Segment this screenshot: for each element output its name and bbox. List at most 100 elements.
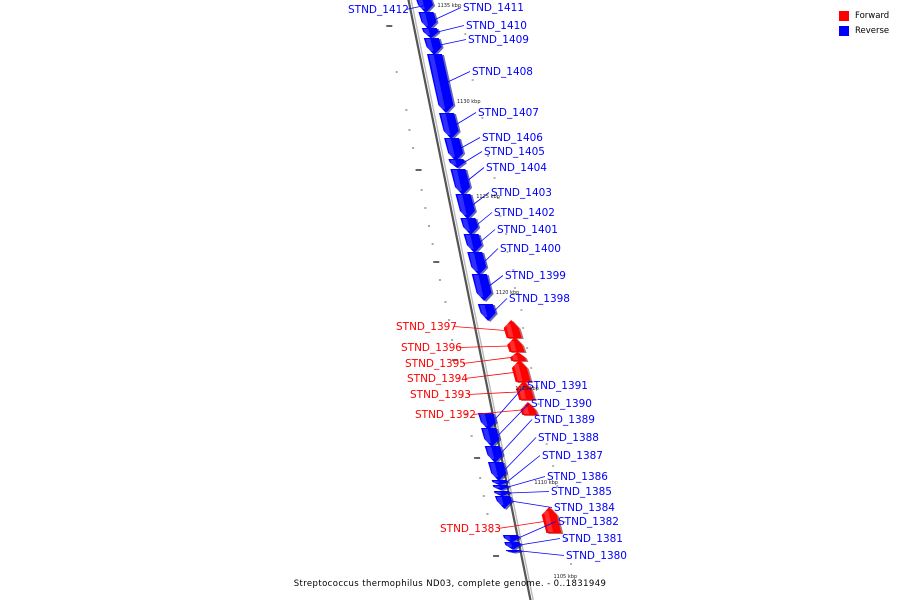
gene-block-stnd-1394[interactable]: [511, 360, 533, 383]
gene-block-stnd-1410[interactable]: [421, 28, 441, 40]
gene-block-stnd-1386[interactable]: [492, 485, 511, 492]
gene-label[interactable]: STND_1403: [491, 187, 552, 199]
gene-block-stnd-1402[interactable]: [460, 218, 481, 236]
gene-label[interactable]: STND_1408: [472, 66, 533, 78]
gene-label[interactable]: STND_1381: [562, 533, 623, 545]
gene-block-stnd-1392[interactable]: [520, 402, 540, 416]
gene-block-stnd-1399[interactable]: [471, 274, 494, 302]
gene-block-stnd-1400[interactable]: [467, 252, 489, 276]
gene-label[interactable]: STND_1401: [497, 224, 558, 236]
gene-block-stnd-1411[interactable]: [418, 12, 439, 31]
label-leader: [494, 385, 526, 421]
gene-block-stnd-1398[interactable]: [477, 304, 498, 322]
label-leader: [464, 372, 514, 379]
gene-gloss: [489, 463, 498, 477]
gene-arrow: [502, 535, 519, 543]
gene-label[interactable]: STND_1409: [468, 34, 529, 46]
gene-arrow: [516, 381, 535, 400]
gene-label[interactable]: STND_1399: [505, 270, 566, 282]
label-leader: [458, 345, 509, 348]
gene-arrow: [511, 360, 531, 382]
gene-block-stnd-1408[interactable]: [426, 54, 456, 114]
gene-arrow: [505, 550, 522, 553]
gene-block-stnd-1390[interactable]: [481, 428, 502, 448]
gene-arrow: [444, 138, 464, 161]
gene-arrow: [421, 28, 439, 39]
gene-gloss: [457, 195, 467, 215]
gene-gloss: [495, 492, 502, 494]
label-leader: [456, 112, 477, 125]
gene-label[interactable]: STND_1398: [509, 293, 570, 305]
gene-block-stnd-1397[interactable]: [503, 320, 524, 339]
gene-block-stnd-1405[interactable]: [448, 159, 467, 170]
gene-block-stnd-1407[interactable]: [438, 113, 461, 140]
gene-gloss: [504, 536, 511, 540]
gene-arrow: [467, 252, 487, 275]
gene-block-stnd-1385[interactable]: [493, 491, 512, 498]
gene-label[interactable]: STND_1388: [538, 432, 599, 444]
gene-label[interactable]: STND_1386: [547, 471, 608, 483]
gene-gloss: [462, 219, 470, 231]
gene-label[interactable]: STND_1393: [410, 389, 471, 401]
label-leader: [479, 229, 496, 243]
gene-block-stnd-1404[interactable]: [450, 169, 473, 196]
label-leader: [440, 39, 467, 46]
gene-block-stnd-1389[interactable]: [484, 446, 505, 464]
gene-block-stnd-1403[interactable]: [455, 194, 477, 220]
gene-label[interactable]: STND_1392: [415, 409, 476, 421]
gene-gloss: [479, 305, 488, 317]
gene-label[interactable]: STND_1405: [484, 146, 545, 158]
gene-block-stnd-1387[interactable]: [491, 480, 510, 487]
gene-block-stnd-1384[interactable]: [494, 496, 514, 510]
gene-label[interactable]: STND_1390: [531, 398, 592, 410]
gene-label[interactable]: STND_1396: [401, 342, 462, 354]
gene-label[interactable]: STND_1382: [558, 516, 619, 528]
gene-gloss: [446, 139, 455, 157]
label-leader: [500, 419, 533, 454]
gene-block-stnd-1401[interactable]: [463, 234, 484, 254]
gene-label[interactable]: STND_1404: [486, 162, 547, 174]
gene-label[interactable]: STND_1383: [440, 523, 501, 535]
scale-label: 1120 kbp: [496, 290, 520, 296]
gene-label[interactable]: STND_1406: [482, 132, 543, 144]
label-leader: [507, 476, 546, 488]
gene-block-stnd-1388[interactable]: [487, 462, 509, 482]
gene-label[interactable]: STND_1412: [348, 4, 409, 16]
gene-gloss: [543, 511, 554, 532]
gene-label[interactable]: STND_1410: [466, 20, 527, 32]
gene-label[interactable]: STND_1407: [478, 107, 539, 119]
gene-label[interactable]: STND_1402: [494, 207, 555, 219]
scale-labels: 1135 kbp 1130 kbp 1125 kbp 1120 kbp 1115 kbp…: [437, 3, 577, 580]
gene-block-stnd-1409[interactable]: [423, 38, 444, 56]
gene-label[interactable]: STND_1397: [396, 321, 457, 333]
gene-block-stnd-1396[interactable]: [507, 337, 527, 353]
gene-label[interactable]: STND_1411: [463, 2, 524, 14]
gene-block-stnd-1393[interactable]: [516, 381, 537, 401]
gene-label[interactable]: STND_1387: [542, 450, 603, 462]
gene-label[interactable]: STND_1384: [554, 502, 615, 514]
tick-marks: [386, 25, 573, 565]
gene-arrow: [484, 446, 503, 463]
gene-gloss: [450, 160, 457, 165]
gene-arrow: [509, 351, 527, 361]
gene-label[interactable]: STND_1395: [405, 358, 466, 370]
gene-gloss: [486, 447, 495, 459]
gene-gloss: [473, 275, 484, 297]
gene-block-stnd-1391[interactable]: [477, 413, 498, 431]
gene-label[interactable]: STND_1391: [527, 380, 588, 392]
gene-gloss: [465, 235, 474, 249]
gene-block-stnd-1406[interactable]: [444, 138, 466, 162]
gene-label[interactable]: STND_1385: [551, 486, 612, 498]
gene-label[interactable]: STND_1389: [534, 414, 595, 426]
gene-block-stnd-1382[interactable]: [502, 535, 521, 544]
gene-block-stnd-1383[interactable]: [541, 507, 564, 534]
gene-label[interactable]: STND_1380: [566, 550, 627, 562]
gene-label[interactable]: STND_1394: [407, 373, 468, 385]
gene-block-stnd-1395[interactable]: [509, 351, 529, 362]
gene-label[interactable]: STND_1400: [500, 243, 561, 255]
gene-block-stnd-1380[interactable]: [505, 550, 524, 554]
label-leader: [506, 455, 541, 483]
label-leader: [483, 248, 499, 263]
gene-block-stnd-1381[interactable]: [504, 542, 523, 551]
legend-forward: Forward: [839, 9, 889, 23]
